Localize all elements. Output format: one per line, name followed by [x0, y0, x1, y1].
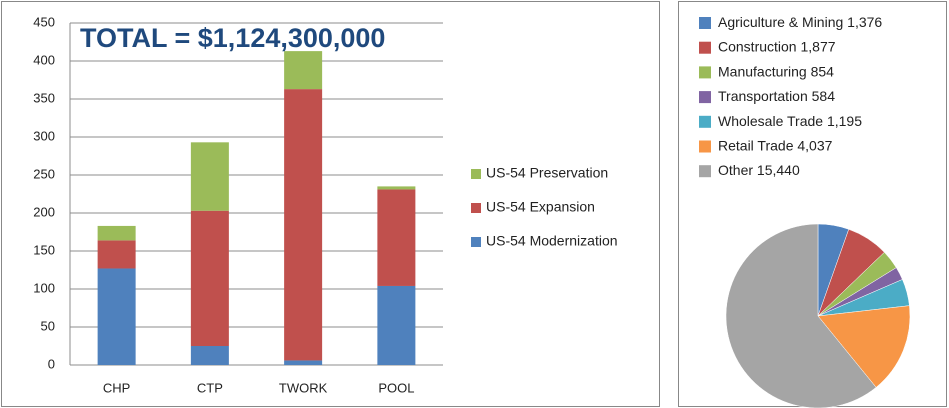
- bar-segment: [97, 268, 136, 365]
- legend-label: Other 15,440: [718, 162, 800, 178]
- x-tick-label: CTP: [197, 380, 223, 395]
- legend-value: 1,376: [847, 14, 882, 30]
- legend-value: 4,037: [797, 137, 832, 153]
- legend-swatch: [699, 66, 711, 79]
- legend-label: Agriculture & Mining 1,376: [718, 14, 882, 30]
- legend-swatch: [699, 17, 711, 29]
- bar-segment: [284, 51, 323, 90]
- chart-title: TOTAL = $1,124,300,000: [80, 23, 385, 53]
- x-tick-label: POOL: [378, 380, 414, 395]
- y-tick-label: 350: [33, 90, 55, 105]
- legend-name: Retail Trade: [718, 137, 794, 153]
- x-tick-label: TWORK: [279, 380, 328, 395]
- legend-name: Agriculture & Mining: [718, 14, 843, 30]
- legend-value: 854: [811, 63, 835, 79]
- bar-segment: [377, 285, 416, 365]
- legend-swatch: [699, 91, 711, 104]
- legend-value: 584: [812, 88, 836, 104]
- y-tick-label: 100: [33, 280, 55, 295]
- bar-segment: [190, 346, 229, 365]
- bar-segment: [97, 240, 136, 269]
- legend-swatch: [699, 115, 711, 128]
- legend-name: Wholesale Trade: [718, 113, 823, 129]
- y-tick-label: 450: [33, 14, 55, 29]
- y-tick-label: 50: [41, 318, 55, 333]
- bar-segment: [284, 89, 323, 361]
- bar-segment: [377, 189, 416, 286]
- x-tick-label: CHP: [103, 380, 130, 395]
- legend-label: Manufacturing 854: [718, 63, 834, 79]
- bar-segment: [377, 186, 416, 190]
- legend-name: Other: [718, 162, 753, 178]
- y-tick-label: 200: [33, 204, 55, 219]
- legend-value: 1,877: [800, 38, 835, 54]
- legend-name: Transportation: [718, 88, 808, 104]
- legend-swatch: [471, 237, 481, 247]
- bar-segment: [190, 210, 229, 346]
- legend-label: US-54 Modernization: [486, 233, 618, 249]
- legend-label: Transportation 584: [718, 88, 835, 104]
- bar-segment: [97, 225, 136, 241]
- pie-slice: [725, 223, 877, 408]
- y-tick-label: 150: [33, 242, 55, 257]
- legend-label: Wholesale Trade 1,195: [718, 113, 862, 129]
- legend-name: Construction: [718, 38, 797, 54]
- legend-label: US-54 Expansion: [486, 199, 595, 215]
- y-tick-label: 0: [48, 356, 55, 371]
- pie-slice: [817, 305, 911, 388]
- y-tick-label: 400: [33, 52, 55, 67]
- bar-segment: [284, 360, 323, 365]
- y-tick-label: 300: [33, 128, 55, 143]
- y-tick-label: 250: [33, 166, 55, 181]
- legend-name: Manufacturing: [718, 63, 807, 79]
- legend-swatch: [699, 41, 711, 54]
- legend-value: 15,440: [757, 162, 800, 178]
- legend-swatch: [471, 169, 481, 179]
- bar-segment: [190, 142, 229, 211]
- legend-label: Retail Trade 4,037: [718, 137, 833, 153]
- legend-label: US-54 Preservation: [486, 165, 608, 181]
- legend-swatch: [471, 203, 481, 213]
- legend-swatch: [699, 140, 711, 153]
- legend-swatch: [699, 165, 711, 178]
- legend-label: Construction 1,877: [718, 38, 836, 54]
- legend-value: 1,195: [827, 113, 862, 129]
